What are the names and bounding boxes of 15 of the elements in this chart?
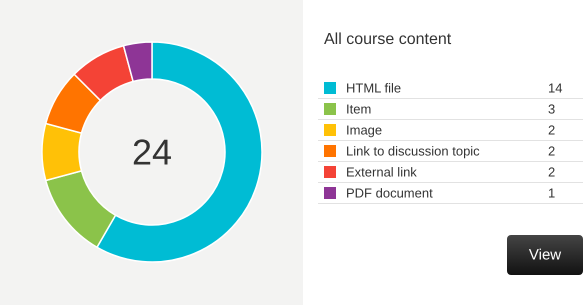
- legend-label: External link: [346, 164, 418, 180]
- view-button: View: [507, 235, 583, 275]
- data-label: 2: [548, 122, 556, 138]
- text: 24: [132, 132, 172, 172]
- chart-title: All course content: [324, 31, 452, 48]
- data-label: 14: [548, 80, 562, 96]
- data-label: 2: [548, 164, 556, 180]
- legend-label: HTML file: [346, 80, 402, 96]
- data-label: 3: [548, 102, 556, 116]
- legend-label: Item: [346, 102, 372, 116]
- legend-label: Image: [346, 122, 382, 138]
- data-label: 1: [548, 186, 556, 200]
- legend-label: PDF document: [346, 186, 434, 200]
- legend-label: Link to discussion topic: [346, 144, 480, 158]
- data-label: 2: [548, 144, 556, 158]
